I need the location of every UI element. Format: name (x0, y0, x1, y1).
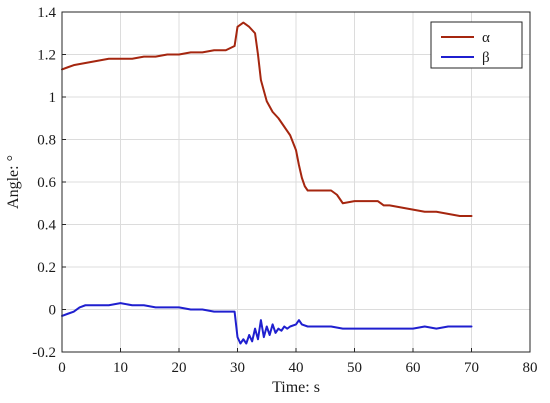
legend-label-beta: β (482, 50, 490, 66)
legend-label-alpha: α (482, 30, 490, 46)
x-tick-label: 80 (523, 360, 538, 376)
y-tick-label: 1.2 (37, 48, 56, 64)
x-tick-label: 20 (172, 360, 187, 376)
x-tick-label: 50 (347, 360, 362, 376)
legend: α β (430, 21, 523, 69)
x-tick-label: 60 (406, 360, 421, 376)
y-tick-label: -0.2 (32, 345, 56, 361)
x-tick-label: 10 (113, 360, 128, 376)
series-line-beta (61, 302, 473, 345)
x-tick-label: 0 (58, 360, 66, 376)
y-tick-label: 1.4 (37, 5, 56, 21)
y-tick-label: 0.4 (37, 218, 56, 234)
y-tick-label: 0 (49, 303, 57, 319)
series-line-alpha (61, 21, 473, 217)
x-axis-label: Time: s (272, 379, 320, 396)
y-tick-label: 0.2 (37, 260, 56, 276)
x-tick-label: 40 (289, 360, 304, 376)
y-axis-label: Angle: ° (5, 155, 22, 209)
y-tick-label: 0.6 (37, 175, 56, 191)
series-layer (61, 21, 473, 345)
y-tick-label: 0.8 (37, 133, 56, 149)
legend-box (430, 21, 523, 69)
y-tick-label: 1 (49, 90, 57, 106)
x-tick-label: 30 (230, 360, 245, 376)
x-tick-label: 70 (464, 360, 479, 376)
tick-labels: 0 10 20 30 40 50 60 70 801.41.210.80.60.40.20-0.… (32, 5, 537, 376)
